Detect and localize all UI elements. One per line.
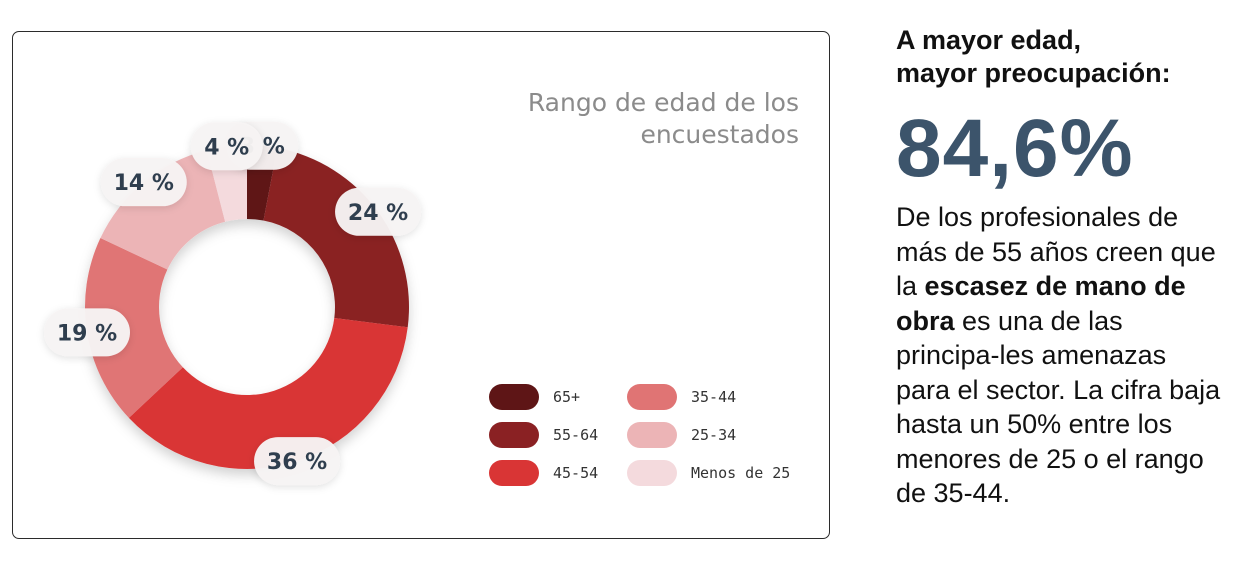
donut-slice-25-34 [100, 150, 226, 270]
headline: A mayor edad, mayor preocupación: [896, 24, 1226, 90]
legend-label: 25-34 [691, 426, 737, 444]
legend-swatch [627, 422, 677, 448]
chart-title: Rango de edad de los encuestados [527, 88, 799, 149]
headline-line-2: mayor preocupación: [896, 58, 1171, 88]
legend-item: 35-44 [627, 384, 736, 410]
slice-value-text: 19 % [57, 321, 117, 346]
legend-label: 35-44 [691, 388, 737, 406]
legend-swatch [489, 422, 539, 448]
body-text-part-1: De los profesionales de más de 55 años c… [896, 202, 1216, 301]
legend-item: Menos de 25 [627, 460, 790, 486]
slice-value-label: 4 % [190, 122, 263, 171]
legend-swatch [627, 460, 677, 486]
side-panel: A mayor edad, mayor preocupación: 84,6% … [896, 24, 1226, 511]
donut-slice-55-64 [263, 147, 410, 328]
donut-slice-35-44 [84, 238, 183, 418]
slice-value-label: 24 % [335, 187, 422, 236]
legend-item: 65+ [489, 384, 580, 410]
big-number: 84,6% [896, 103, 1134, 194]
body-text-part-2: es una de las principa-les amenazas para… [896, 305, 1221, 509]
chart-card: Rango de edad de los encuestados 3 %24 %… [12, 31, 830, 539]
legend-swatch [627, 384, 677, 410]
slice-value-text: 14 % [114, 171, 174, 196]
legend-label: 55-64 [553, 426, 599, 444]
legend-label: 65+ [553, 388, 581, 406]
chart-legend: 65+ 55-64 45-54 35-44 25-34 Menos de 25 [489, 384, 809, 504]
donut-chart: 3 %24 %36 %19 %14 %4 % [43, 121, 422, 486]
legend-item: 45-54 [489, 460, 598, 486]
slice-value-text: 24 % [348, 201, 408, 226]
slice-value-label: 14 % [100, 158, 187, 207]
donut-slice-45-54 [128, 318, 408, 469]
slice-value-label: 36 % [254, 437, 341, 486]
slice-value-label: 19 % [43, 308, 130, 357]
legend-label: 45-54 [553, 464, 599, 482]
legend-label: Menos de 25 [691, 464, 791, 482]
legend-swatch [489, 460, 539, 486]
legend-item: 25-34 [627, 422, 736, 448]
slice-value-text: 4 % [204, 135, 249, 160]
body-text-bold: escasez de mano de obra [896, 271, 1186, 336]
slice-value-text: 36 % [267, 450, 327, 475]
headline-line-1: A mayor edad, [896, 25, 1082, 55]
legend-item: 55-64 [489, 422, 598, 448]
body-text: De los profesionales de más de 55 años c… [896, 200, 1226, 511]
legend-swatch [489, 384, 539, 410]
